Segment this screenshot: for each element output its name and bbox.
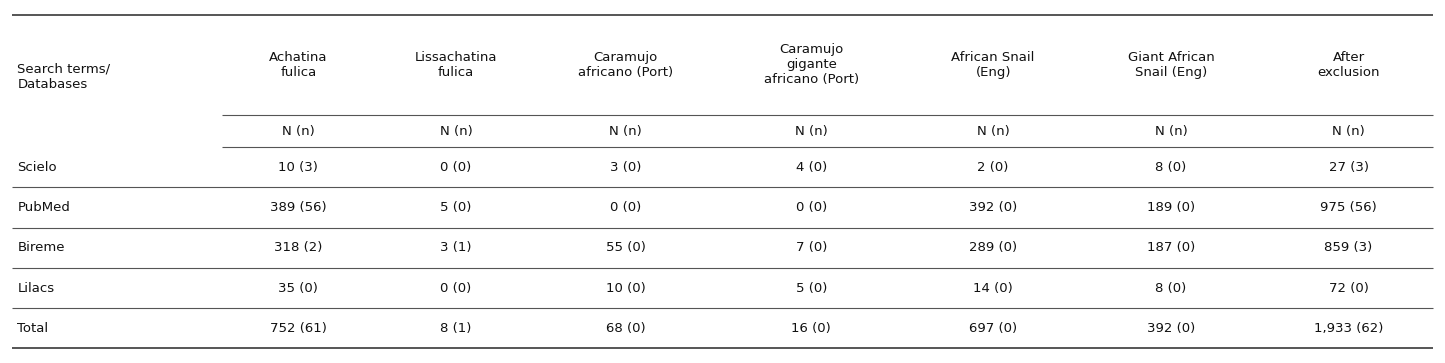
Text: 27 (3): 27 (3)	[1328, 161, 1368, 174]
Text: 3 (0): 3 (0)	[610, 161, 642, 174]
Text: Lissachatina
fulica: Lissachatina fulica	[415, 51, 497, 79]
Text: 318 (2): 318 (2)	[275, 241, 322, 254]
Text: 392 (0): 392 (0)	[970, 201, 1017, 214]
Text: 8 (0): 8 (0)	[1155, 161, 1186, 174]
Text: 0 (0): 0 (0)	[796, 201, 827, 214]
Text: After
exclusion: After exclusion	[1318, 51, 1380, 79]
Text: 0 (0): 0 (0)	[610, 201, 642, 214]
Text: 392 (0): 392 (0)	[1147, 322, 1195, 335]
Text: Caramujo
africano (Port): Caramujo africano (Port)	[578, 51, 673, 79]
Text: 752 (61): 752 (61)	[270, 322, 327, 335]
Text: 975 (56): 975 (56)	[1321, 201, 1377, 214]
Text: N (n): N (n)	[610, 125, 642, 138]
Text: N (n): N (n)	[1155, 125, 1188, 138]
Text: 8 (1): 8 (1)	[441, 322, 471, 335]
Text: Search terms/
Databases: Search terms/ Databases	[17, 63, 110, 91]
Text: 187 (0): 187 (0)	[1147, 241, 1195, 254]
Text: Bireme: Bireme	[17, 241, 65, 254]
Text: N (n): N (n)	[795, 125, 828, 138]
Text: PubMed: PubMed	[17, 201, 71, 214]
Text: 4 (0): 4 (0)	[796, 161, 827, 174]
Text: Giant African
Snail (Eng): Giant African Snail (Eng)	[1127, 51, 1214, 79]
Text: 189 (0): 189 (0)	[1147, 201, 1195, 214]
Text: 8 (0): 8 (0)	[1155, 282, 1186, 294]
Text: Total: Total	[17, 322, 49, 335]
Text: 5 (0): 5 (0)	[441, 201, 471, 214]
Text: 10 (0): 10 (0)	[605, 282, 646, 294]
Text: 5 (0): 5 (0)	[796, 282, 827, 294]
Text: N (n): N (n)	[439, 125, 473, 138]
Text: 0 (0): 0 (0)	[441, 282, 471, 294]
Text: 68 (0): 68 (0)	[605, 322, 646, 335]
Text: 289 (0): 289 (0)	[970, 241, 1017, 254]
Text: 16 (0): 16 (0)	[792, 322, 831, 335]
Text: N (n): N (n)	[977, 125, 1010, 138]
Text: 7 (0): 7 (0)	[796, 241, 827, 254]
Text: Achatina
fulica: Achatina fulica	[269, 51, 328, 79]
Text: Caramujo
gigante
africano (Port): Caramujo gigante africano (Port)	[764, 43, 858, 86]
Text: 10 (3): 10 (3)	[279, 161, 318, 174]
Text: 859 (3): 859 (3)	[1325, 241, 1373, 254]
Text: 72 (0): 72 (0)	[1328, 282, 1368, 294]
Text: 2 (0): 2 (0)	[977, 161, 1009, 174]
Text: 0 (0): 0 (0)	[441, 161, 471, 174]
Text: Lilacs: Lilacs	[17, 282, 55, 294]
Text: N (n): N (n)	[1332, 125, 1366, 138]
Text: 3 (1): 3 (1)	[441, 241, 471, 254]
Text: 1,933 (62): 1,933 (62)	[1314, 322, 1383, 335]
Text: 389 (56): 389 (56)	[270, 201, 327, 214]
Text: N (n): N (n)	[282, 125, 315, 138]
Text: Scielo: Scielo	[17, 161, 56, 174]
Text: 55 (0): 55 (0)	[605, 241, 646, 254]
Text: 14 (0): 14 (0)	[974, 282, 1013, 294]
Text: African Snail
(Eng): African Snail (Eng)	[951, 51, 1035, 79]
Text: 35 (0): 35 (0)	[279, 282, 318, 294]
Text: 697 (0): 697 (0)	[970, 322, 1017, 335]
